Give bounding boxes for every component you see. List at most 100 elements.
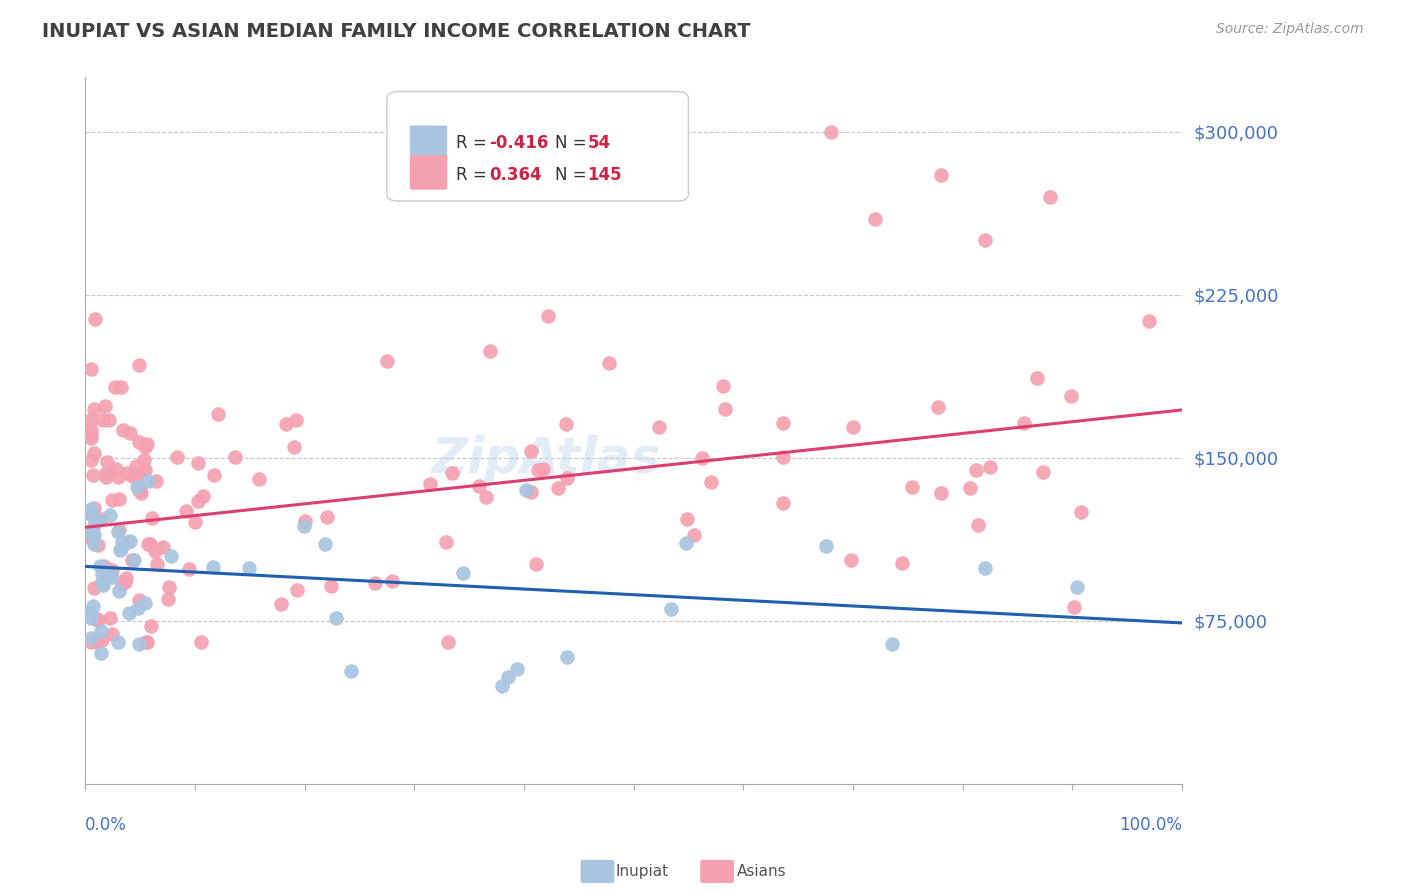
Point <box>84 514 107 528</box>
Point <box>135 436 157 450</box>
Point <box>101 563 124 577</box>
Point <box>86 635 108 649</box>
Point <box>820 125 842 139</box>
Point <box>128 483 150 497</box>
Point <box>112 423 135 437</box>
Point <box>80 426 103 441</box>
Point <box>98 508 121 523</box>
Point <box>453 566 475 580</box>
Point <box>184 515 207 529</box>
Point <box>321 579 343 593</box>
Point <box>316 509 339 524</box>
Point <box>979 460 1001 475</box>
Point <box>125 459 148 474</box>
Point <box>1014 416 1036 430</box>
Point <box>139 619 162 633</box>
Point <box>83 582 105 596</box>
Point <box>80 431 103 445</box>
Point <box>80 531 103 545</box>
Point <box>157 580 180 594</box>
Point <box>107 470 129 484</box>
Point <box>97 565 120 579</box>
Point <box>82 521 104 535</box>
Point <box>157 591 180 606</box>
Text: N =: N = <box>554 166 592 184</box>
Point <box>284 412 307 426</box>
Point <box>434 534 457 549</box>
Point <box>136 537 159 551</box>
Point <box>973 561 995 575</box>
Point <box>87 537 110 551</box>
Point <box>1063 600 1085 615</box>
Point <box>683 528 706 542</box>
Point <box>89 559 111 574</box>
Point <box>339 665 361 679</box>
Point <box>1032 465 1054 479</box>
Point <box>80 453 103 467</box>
FancyBboxPatch shape <box>387 92 689 201</box>
Point <box>375 354 398 368</box>
Point <box>325 611 347 625</box>
Point <box>125 480 148 494</box>
Point <box>179 562 201 576</box>
Point <box>101 493 124 508</box>
Point <box>107 634 129 648</box>
Point <box>91 413 114 427</box>
Point <box>187 494 209 508</box>
Point <box>1039 190 1062 204</box>
Point <box>555 470 578 484</box>
Point <box>468 479 491 493</box>
Point <box>118 426 141 441</box>
Point <box>890 556 912 570</box>
Point <box>160 549 183 564</box>
Point <box>554 417 576 432</box>
Point <box>134 463 156 477</box>
Point <box>107 524 129 539</box>
Point <box>711 379 734 393</box>
Point <box>80 632 103 646</box>
Point <box>107 491 129 506</box>
Point <box>118 606 141 620</box>
Point <box>496 670 519 684</box>
Point <box>136 635 159 649</box>
Text: -0.416: -0.416 <box>489 134 548 153</box>
Point <box>929 486 952 500</box>
Point <box>111 577 134 591</box>
Point <box>207 407 229 421</box>
Point <box>274 417 297 431</box>
Point <box>80 502 103 516</box>
Point <box>713 402 735 417</box>
Point <box>80 423 103 437</box>
Text: 0.364: 0.364 <box>489 166 541 184</box>
Point <box>91 574 114 588</box>
Point <box>141 511 163 525</box>
Point <box>127 601 149 615</box>
Point <box>419 477 441 491</box>
Text: Source: ZipAtlas.com: Source: ZipAtlas.com <box>1216 22 1364 37</box>
Point <box>129 486 152 500</box>
Point <box>80 362 103 376</box>
Point <box>91 577 114 591</box>
Point <box>80 508 103 522</box>
Point <box>121 469 143 483</box>
Point <box>80 611 103 625</box>
Point <box>110 542 132 557</box>
Point <box>520 485 543 500</box>
Text: Asians: Asians <box>737 864 786 879</box>
Point <box>1060 389 1083 403</box>
Point <box>292 519 315 533</box>
Point <box>479 343 502 358</box>
Point <box>83 401 105 416</box>
Point <box>80 412 103 426</box>
Point <box>138 536 160 550</box>
Point <box>676 512 699 526</box>
Point <box>772 496 794 510</box>
Point <box>247 472 270 486</box>
Point <box>772 450 794 464</box>
Point <box>1070 505 1092 519</box>
Point <box>128 592 150 607</box>
Point <box>648 420 671 434</box>
Point <box>152 540 174 554</box>
Point <box>190 635 212 649</box>
Point <box>86 513 108 527</box>
